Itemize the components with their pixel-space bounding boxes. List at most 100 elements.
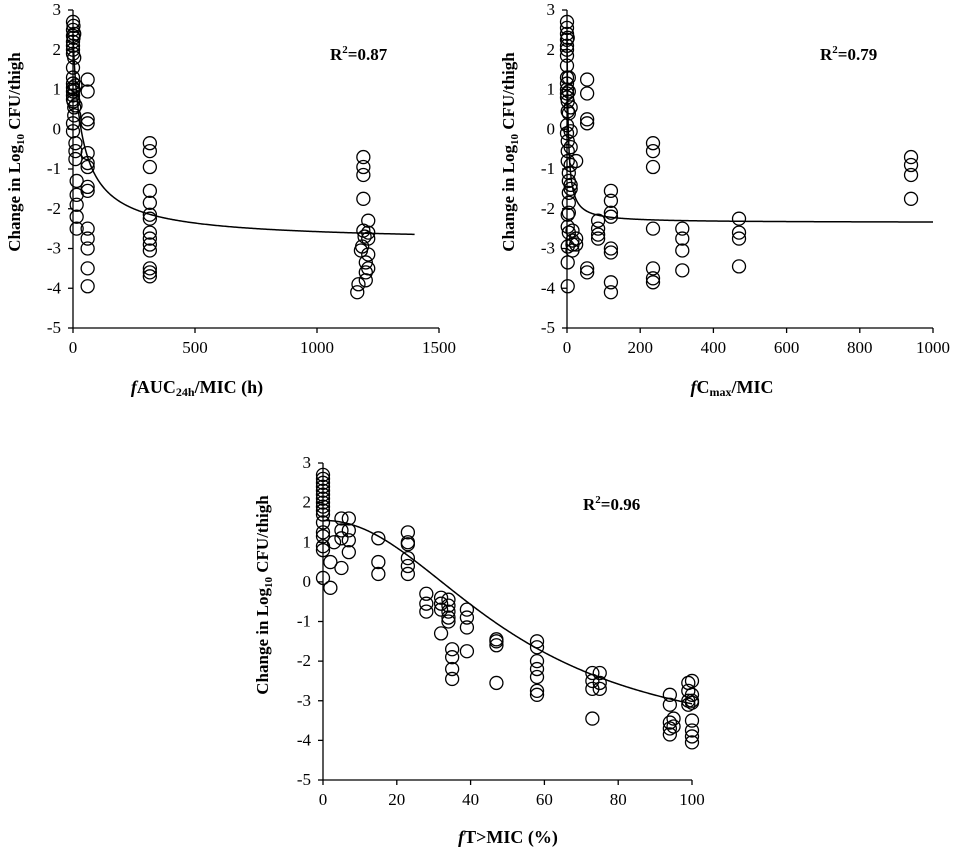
y-tick-label: -2	[47, 199, 61, 218]
data-point	[489, 634, 504, 649]
y-tick-label: -5	[297, 770, 311, 789]
x-tick-label: 200	[627, 338, 653, 357]
x-tick-label: 1000	[916, 338, 950, 357]
data-point	[684, 695, 700, 710]
y-tick-label: -5	[47, 318, 61, 337]
data-point	[341, 511, 356, 526]
data-point	[585, 711, 600, 726]
data-point	[433, 626, 449, 641]
data-point	[142, 143, 158, 159]
data-point	[903, 191, 919, 206]
data-point	[579, 72, 595, 87]
data-point	[142, 269, 158, 284]
y-tick-label: 2	[303, 493, 312, 512]
data-point	[529, 653, 545, 669]
data-point	[459, 620, 475, 635]
y-tick-label: -1	[297, 612, 311, 631]
data-point	[400, 550, 416, 566]
data-point	[315, 471, 331, 487]
data-point	[371, 531, 386, 546]
data-point	[80, 145, 95, 161]
data-point	[559, 42, 575, 57]
fit-curve	[72, 33, 415, 236]
data-point	[603, 275, 619, 290]
data-point	[561, 70, 576, 85]
x-tick-label: 600	[774, 338, 800, 357]
x-axis-label: fT>MIC (%)	[458, 827, 558, 848]
data-point	[356, 191, 371, 206]
data-point	[645, 159, 661, 175]
data-point	[579, 265, 595, 280]
data-point	[334, 560, 349, 576]
data-point	[529, 661, 545, 677]
data-point	[400, 558, 416, 574]
data-point	[361, 225, 376, 240]
data-point	[80, 84, 95, 99]
data-point	[441, 592, 456, 607]
data-point	[592, 675, 607, 691]
data-point	[68, 78, 83, 93]
data-point	[592, 665, 607, 681]
data-point	[645, 143, 661, 159]
data-point	[559, 20, 575, 36]
data-point	[603, 193, 619, 208]
data-point	[529, 640, 545, 655]
data-point	[358, 273, 373, 288]
x-tick-label: 400	[701, 338, 727, 357]
data-point	[65, 14, 81, 30]
data-point	[569, 153, 584, 169]
y-tick-label: -2	[297, 651, 311, 670]
data-point	[80, 221, 95, 236]
data-point	[559, 38, 575, 53]
data-point	[68, 98, 83, 113]
y-tick-label: 1	[303, 532, 312, 551]
data-point	[341, 533, 356, 548]
data-point	[65, 70, 81, 85]
y-tick-label: 3	[547, 0, 556, 19]
x-tick-label: 1500	[422, 338, 456, 357]
data-point	[585, 673, 600, 689]
data-point	[731, 259, 747, 274]
data-point	[358, 265, 373, 280]
data-point	[684, 673, 700, 689]
data-point	[323, 580, 338, 595]
data-point	[400, 525, 416, 540]
data-point	[903, 167, 919, 183]
data-point	[80, 72, 95, 87]
data-point	[341, 545, 356, 560]
data-point	[315, 499, 331, 514]
x-tick-label: 80	[610, 790, 627, 809]
data-point	[684, 735, 700, 750]
data-point	[579, 112, 595, 127]
data-point	[358, 255, 373, 270]
data-point	[334, 511, 349, 526]
data-point	[603, 245, 619, 260]
y-axis-label: Change in Log10 CFU/thigh	[253, 495, 275, 695]
data-point	[65, 60, 81, 75]
data-point	[142, 159, 158, 175]
data-point	[590, 227, 606, 242]
data-point	[80, 155, 95, 171]
data-point	[65, 88, 81, 103]
data-point	[69, 197, 84, 212]
data-point	[903, 157, 919, 173]
data-point	[559, 76, 575, 91]
data-point	[80, 279, 95, 294]
data-point	[67, 26, 82, 41]
data-point	[731, 231, 747, 246]
data-point	[590, 221, 606, 236]
data-point	[662, 715, 678, 730]
data-point	[315, 503, 331, 518]
data-point	[419, 604, 434, 619]
data-point	[142, 265, 158, 280]
panel-auc: R2=0.87 Change in Log10 CFU/thigh fAUC24…	[5, 0, 456, 399]
data-point	[356, 167, 371, 183]
data-point	[563, 181, 578, 197]
data-point	[603, 209, 619, 224]
data-point	[142, 243, 158, 258]
y-tick-label: -4	[541, 278, 556, 297]
data-point	[67, 50, 82, 65]
data-point	[361, 231, 376, 246]
y-tick-label: -5	[541, 318, 555, 337]
y-tick-label: 0	[547, 119, 556, 138]
